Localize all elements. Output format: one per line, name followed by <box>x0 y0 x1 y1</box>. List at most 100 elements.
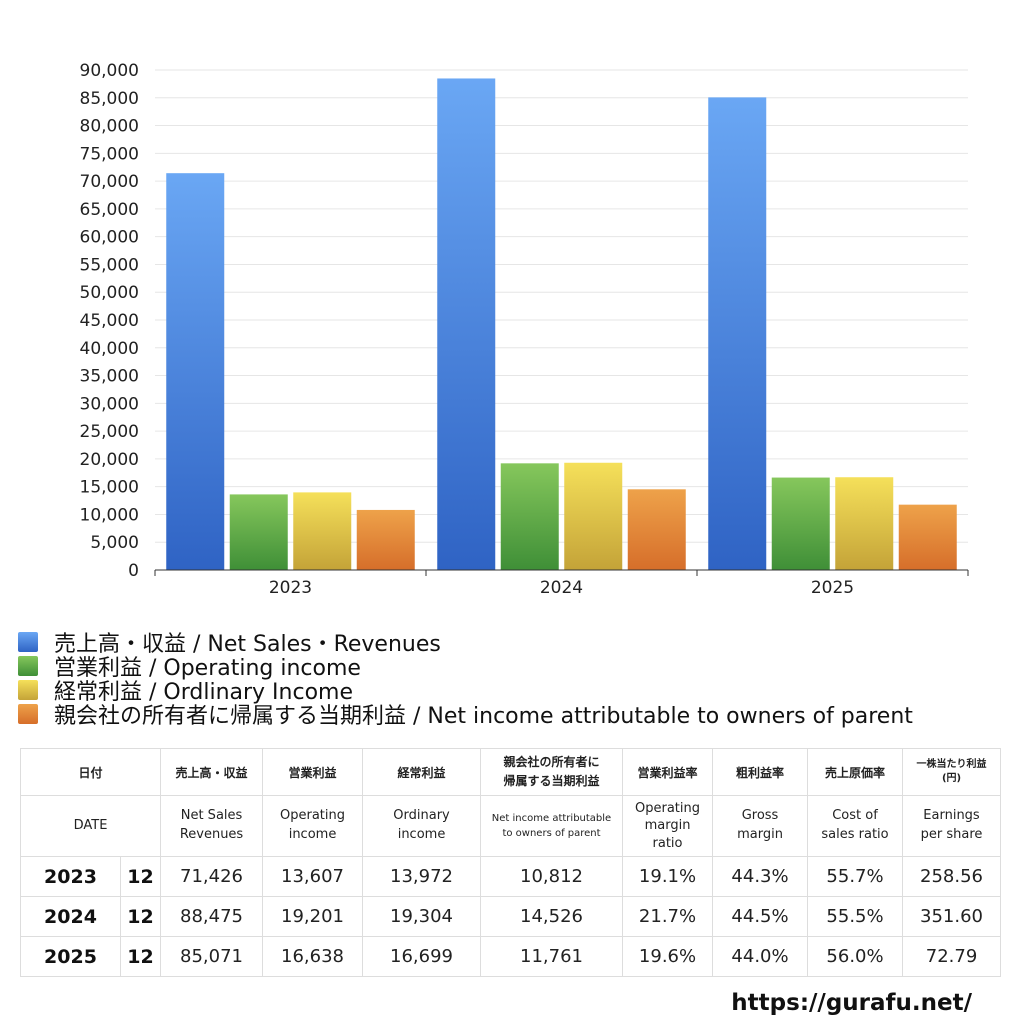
bar <box>627 489 686 570</box>
cell-cost-ratio: 56.0% <box>807 936 904 977</box>
cell-cost-ratio: 55.7% <box>807 856 904 897</box>
legend-label: 売上高・収益 / Net Sales・Revenues <box>54 632 441 657</box>
y-tick-label: 25,000 <box>80 422 139 442</box>
bar <box>166 173 225 570</box>
x-axis <box>154 569 969 576</box>
cell-ordinary-income: 16,699 <box>362 936 482 977</box>
legend-swatch <box>18 632 38 652</box>
y-tick-label: 50,000 <box>80 283 139 303</box>
legend-label: 親会社の所有者に帰属する当期利益 / Net income attributab… <box>54 704 913 729</box>
bar <box>708 97 767 570</box>
legend-swatch <box>18 704 38 724</box>
y-tick-label: 60,000 <box>80 228 139 248</box>
header-eps-ja: 一株当たり利益 (円) <box>902 748 1002 796</box>
bar <box>898 504 957 570</box>
cell-net-sales: 88,475 <box>160 896 264 937</box>
header-net-sales-en: Net Sales Revenues <box>160 795 264 857</box>
row-month: 12 <box>119 856 162 897</box>
bar <box>771 477 830 570</box>
source-url: https://gurafu.net/ <box>731 990 972 1016</box>
y-tick-label: 30,000 <box>80 394 139 414</box>
table-header-japanese: 日付 売上高・収益 営業利益 経常利益 親会社の所有者に 帰属する当期利益 営業… <box>19 748 1002 796</box>
header-net-sales-ja: 売上高・収益 <box>160 748 264 796</box>
cell-operating-income: 19,201 <box>262 896 364 937</box>
cell-op-margin: 19.6% <box>622 936 714 977</box>
bar <box>500 463 559 570</box>
legend-item-ordinary-income: 経常利益 / Ordlinary Income <box>18 678 913 705</box>
header-gross-margin-ja: 粗利益率 <box>712 748 809 796</box>
row-month: 12 <box>119 896 162 937</box>
header-net-income-en: Net income attributable to owners of par… <box>480 795 624 857</box>
legend-label: 営業利益 / Operating income <box>54 656 361 681</box>
cell-operating-income: 16,638 <box>262 936 364 977</box>
cell-gross-margin: 44.0% <box>712 936 809 977</box>
cell-net-income: 14,526 <box>480 896 624 937</box>
gridlines <box>155 69 968 543</box>
cell-net-income: 11,761 <box>480 936 624 977</box>
header-operating-income-ja: 営業利益 <box>262 748 364 796</box>
legend-item-net-income: 親会社の所有者に帰属する当期利益 / Net income attributab… <box>18 702 913 729</box>
x-axis-categories: 2023 2024 2025 <box>269 578 854 598</box>
table-header-english: DATE Net Sales Revenues Operating income… <box>19 795 1002 857</box>
cell-op-margin: 19.1% <box>622 856 714 897</box>
header-op-margin-ja: 営業利益率 <box>622 748 714 796</box>
header-ordinary-income-en: Ordinary income <box>362 795 482 857</box>
header-ordinary-income-ja: 経常利益 <box>362 748 482 796</box>
row-year: 2025 <box>20 936 121 977</box>
header-date-en: DATE <box>19 795 162 857</box>
financial-table: 日付 売上高・収益 営業利益 経常利益 親会社の所有者に 帰属する当期利益 営業… <box>19 748 1002 977</box>
y-tick-label: 15,000 <box>80 478 139 498</box>
y-tick-label: 85,000 <box>80 89 139 109</box>
bar <box>437 78 496 570</box>
legend-item-operating-income: 営業利益 / Operating income <box>18 654 913 681</box>
y-tick-label: 0 <box>128 561 139 581</box>
header-gross-margin-en: Gross margin <box>712 795 809 857</box>
cell-net-sales: 85,071 <box>160 936 264 977</box>
row-year: 2024 <box>20 896 121 937</box>
chart-legend: 売上高・収益 / Net Sales・Revenues 営業利益 / Opera… <box>18 630 913 729</box>
header-cost-ratio-ja: 売上原価率 <box>807 748 904 796</box>
table-row: 2024 12 88,475 19,201 19,304 14,526 21.7… <box>20 896 1002 937</box>
y-tick-label: 75,000 <box>80 144 139 164</box>
legend-item-net-sales: 売上高・収益 / Net Sales・Revenues <box>18 630 913 657</box>
bar-chart: 0 5,000 10,000 15,000 20,000 25,000 30,000 35,0… <box>80 61 969 598</box>
y-tick-label: 5,000 <box>90 533 139 553</box>
y-tick-label: 90,000 <box>80 61 139 81</box>
legend-swatch <box>18 680 38 700</box>
header-date-ja: 日付 <box>19 748 162 796</box>
x-tick-label: 2024 <box>540 578 583 598</box>
table-row: 2023 12 71,426 13,607 13,972 10,812 19.1… <box>20 856 1002 897</box>
bar <box>229 494 288 570</box>
y-tick-label: 80,000 <box>80 117 139 137</box>
cell-gross-margin: 44.3% <box>712 856 809 897</box>
cell-ordinary-income: 13,972 <box>362 856 482 897</box>
y-tick-label: 10,000 <box>80 505 139 525</box>
cell-eps: 258.56 <box>902 856 1002 897</box>
cell-gross-margin: 44.5% <box>712 896 809 937</box>
header-eps-en: Earnings per share <box>902 795 1002 857</box>
cell-eps: 72.79 <box>902 936 1002 977</box>
y-tick-label: 70,000 <box>80 172 139 192</box>
header-net-income-ja: 親会社の所有者に 帰属する当期利益 <box>480 748 624 796</box>
bar <box>564 462 623 570</box>
legend-swatch <box>18 656 38 676</box>
y-tick-label: 65,000 <box>80 200 139 220</box>
y-tick-label: 35,000 <box>80 367 139 387</box>
cell-net-income: 10,812 <box>480 856 624 897</box>
bar <box>356 509 415 570</box>
cell-operating-income: 13,607 <box>262 856 364 897</box>
cell-op-margin: 21.7% <box>622 896 714 937</box>
table-row: 2025 12 85,071 16,638 16,699 11,761 19.6… <box>20 936 1002 977</box>
cell-ordinary-income: 19,304 <box>362 896 482 937</box>
y-tick-label: 45,000 <box>80 311 139 331</box>
x-tick-label: 2023 <box>269 578 312 598</box>
bar <box>293 492 352 570</box>
header-operating-income-en: Operating income <box>262 795 364 857</box>
bar <box>835 477 894 570</box>
x-tick-label: 2025 <box>811 578 854 598</box>
legend-label: 経常利益 / Ordlinary Income <box>54 680 353 705</box>
y-axis-ticks: 0 5,000 10,000 15,000 20,000 25,000 30,000 35,0… <box>80 61 139 581</box>
header-cost-ratio-en: Cost of sales ratio <box>807 795 904 857</box>
row-year: 2023 <box>20 856 121 897</box>
bars <box>166 78 957 570</box>
